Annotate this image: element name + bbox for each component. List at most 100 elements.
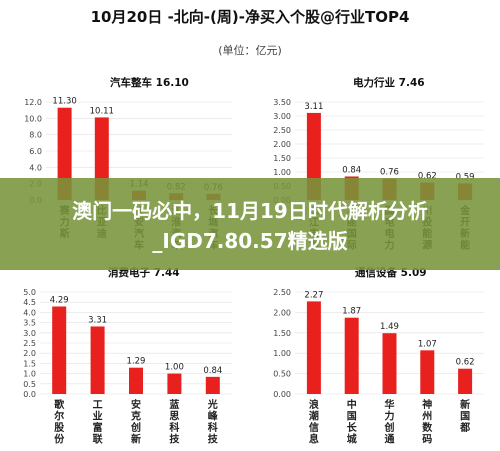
bar-value-label: 0.62	[418, 172, 437, 182]
category-label: 技	[169, 433, 180, 446]
y-tick-label: 3.5	[23, 319, 36, 328]
y-tick-label: 4.0	[23, 308, 36, 317]
bar-value-label: 0.59	[456, 172, 475, 182]
y-tick-label: 5.0	[23, 288, 36, 297]
category-label: 科	[169, 421, 179, 434]
category-label: 力	[385, 410, 395, 423]
overlay-banner: 澳门一码必中，11月19日时代解析分析_IGD7.80.57精选版	[0, 178, 500, 270]
y-tick-label: 1.00	[273, 349, 291, 358]
bar-value-label: 4.29	[50, 295, 69, 305]
category-label: 都	[459, 421, 470, 434]
category-label: 浪	[309, 398, 319, 411]
bar	[458, 368, 473, 394]
y-tick-label: 2.00	[273, 140, 291, 149]
y-tick-label: 2.50	[273, 126, 291, 135]
bar-value-label: 1.87	[342, 307, 361, 317]
bar	[129, 367, 143, 394]
y-tick-label: 1.50	[273, 329, 291, 338]
category-label: 富	[93, 421, 103, 434]
category-label: 峰	[208, 410, 219, 423]
category-label: 创	[384, 421, 395, 434]
y-tick-label: 6.0	[29, 147, 42, 156]
bar-value-label: 0.84	[203, 366, 222, 376]
category-label: 工	[93, 400, 103, 411]
category-label: 业	[93, 410, 103, 423]
category-label: 光	[207, 398, 218, 411]
chart-title: 汽车整车 16.10	[110, 76, 189, 89]
category-label: 创	[130, 421, 141, 434]
bar	[420, 350, 435, 394]
bar-value-label: 3.11	[304, 102, 323, 112]
category-label: 联	[93, 433, 103, 446]
category-label: 股	[54, 422, 65, 434]
bar	[382, 333, 397, 394]
bar-value-label: 0.62	[456, 358, 475, 368]
bar-value-label: 1.07	[418, 339, 437, 349]
bar-value-label: 11.30	[52, 97, 76, 107]
category-label: 通	[385, 434, 395, 446]
bar	[52, 306, 67, 394]
category-label: 歌	[54, 398, 65, 411]
bar-value-label: 1.49	[380, 322, 399, 332]
bar-value-label: 1.00	[165, 363, 184, 373]
category-label: 码	[422, 434, 432, 446]
y-tick-label: 0.00	[273, 390, 291, 399]
category-label: 长	[347, 421, 358, 434]
category-label: 思	[169, 411, 179, 423]
bar-value-label: 0.84	[342, 165, 361, 175]
chart-title: 电力行业 7.46	[353, 76, 425, 89]
category-label: 尔	[53, 410, 64, 423]
category-label: 州	[421, 411, 432, 423]
y-tick-label: 3.00	[273, 112, 291, 121]
bar-value-label: 10.11	[90, 106, 114, 116]
y-tick-label: 3.0	[23, 329, 36, 338]
category-label: 潮	[309, 410, 319, 423]
category-label: 新	[131, 433, 141, 446]
category-label: 数	[422, 421, 433, 434]
category-label: 安	[131, 398, 141, 411]
category-label: 新	[460, 398, 470, 411]
y-tick-label: 2.50	[273, 288, 291, 297]
y-tick-label: 8.0	[29, 131, 42, 140]
category-label: 科	[208, 421, 218, 434]
bar-value-label: 0.76	[380, 168, 399, 178]
category-label: 蓝	[169, 398, 179, 411]
y-tick-label: 1.50	[273, 154, 291, 163]
bar	[344, 317, 359, 394]
y-tick-label: 1.00	[273, 168, 291, 177]
y-tick-label: 2.0	[23, 349, 36, 358]
y-tick-label: 12.0	[24, 98, 42, 107]
bar	[306, 301, 321, 394]
category-label: 份	[54, 433, 65, 446]
y-tick-label: 4.5	[23, 298, 36, 307]
bar	[90, 326, 105, 394]
y-tick-label: 10.0	[24, 114, 42, 123]
category-label: 克	[131, 410, 141, 423]
unit-label: (单位：亿元)	[218, 44, 282, 57]
y-tick-label: 0.50	[273, 370, 291, 379]
overlay-text: 澳门一码必中，11月19日时代解析分析_IGD7.80.57精选版	[72, 199, 428, 253]
category-label: 信	[309, 421, 319, 434]
bar	[57, 107, 72, 200]
bar	[167, 373, 182, 394]
category-label: 国	[347, 411, 357, 423]
category-label: 技	[208, 433, 219, 446]
bar	[205, 376, 220, 394]
y-tick-label: 0.5	[23, 380, 36, 389]
bar-value-label: 1.29	[127, 357, 146, 367]
category-label: 神	[422, 398, 432, 411]
category-label: 中	[347, 398, 357, 411]
y-tick-label: 2.5	[23, 339, 36, 348]
y-tick-label: 0.0	[23, 390, 36, 399]
y-tick-label: 3.50	[273, 98, 291, 107]
category-label: 华	[385, 398, 395, 411]
bar-value-label: 3.31	[88, 315, 107, 325]
y-tick-label: 1.5	[23, 359, 36, 368]
page-title: 10月20日 -北向-(周)-净买入个股@行业TOP4	[90, 8, 410, 26]
category-label: 国	[460, 411, 470, 423]
category-label: 息	[309, 433, 319, 446]
y-tick-label: 4.0	[29, 163, 42, 172]
category-label: 城	[347, 433, 357, 446]
bar-value-label: 2.27	[304, 290, 323, 300]
y-tick-label: 2.00	[273, 308, 291, 317]
